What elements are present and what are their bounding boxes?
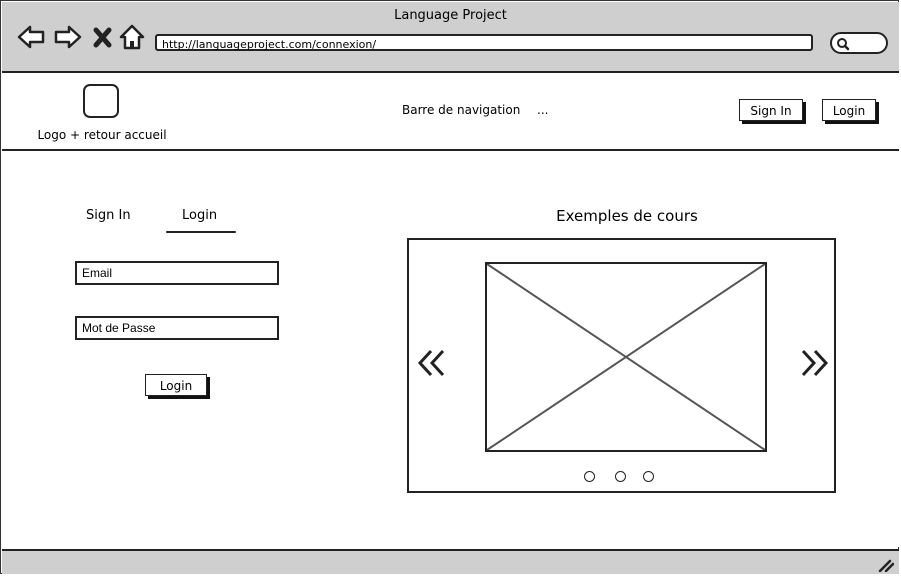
course-carousel [407,238,836,493]
email-field[interactable] [75,261,279,285]
logo-caption: Logo + retour accueil [37,128,167,142]
carousel-dot[interactable] [643,471,654,482]
header-login-button[interactable]: Login [822,99,876,121]
address-bar[interactable]: http://languageproject.com/connexion/ [155,34,813,51]
image-placeholder-icon [485,262,767,452]
nav-more[interactable]: ... [537,103,549,117]
browser-toolbar: Language Project http://languageproject.… [2,2,899,73]
close-x-icon[interactable] [90,22,120,52]
forward-arrow-icon[interactable] [53,22,83,52]
main-content: Sign In Login Login Exemples de cours [2,151,899,547]
resize-grip-icon[interactable] [878,557,895,576]
carousel-dot[interactable] [615,471,626,482]
nav-bar-label[interactable]: Barre de navigation [402,103,521,117]
tab-login[interactable]: Login [182,208,218,223]
search-icon [837,38,850,51]
logo-placeholder-icon[interactable] [83,84,119,118]
active-tab-underline [166,231,236,233]
window-title: Language Project [394,8,507,23]
prev-chevrons-icon[interactable] [417,348,447,382]
login-submit-button[interactable]: Login [145,374,207,396]
next-chevrons-icon[interactable] [799,348,829,382]
back-arrow-icon[interactable] [16,22,46,52]
header-signin-button[interactable]: Sign In [739,99,803,121]
carousel-dot[interactable] [584,471,595,482]
tab-signin[interactable]: Sign In [86,208,131,223]
status-bar [2,549,899,574]
password-field[interactable] [75,316,279,340]
browser-search[interactable] [830,32,888,54]
carousel-title: Exemples de cours [556,207,698,225]
home-icon[interactable] [118,22,148,52]
site-header: Logo + retour accueil Barre de navigatio… [2,73,899,151]
